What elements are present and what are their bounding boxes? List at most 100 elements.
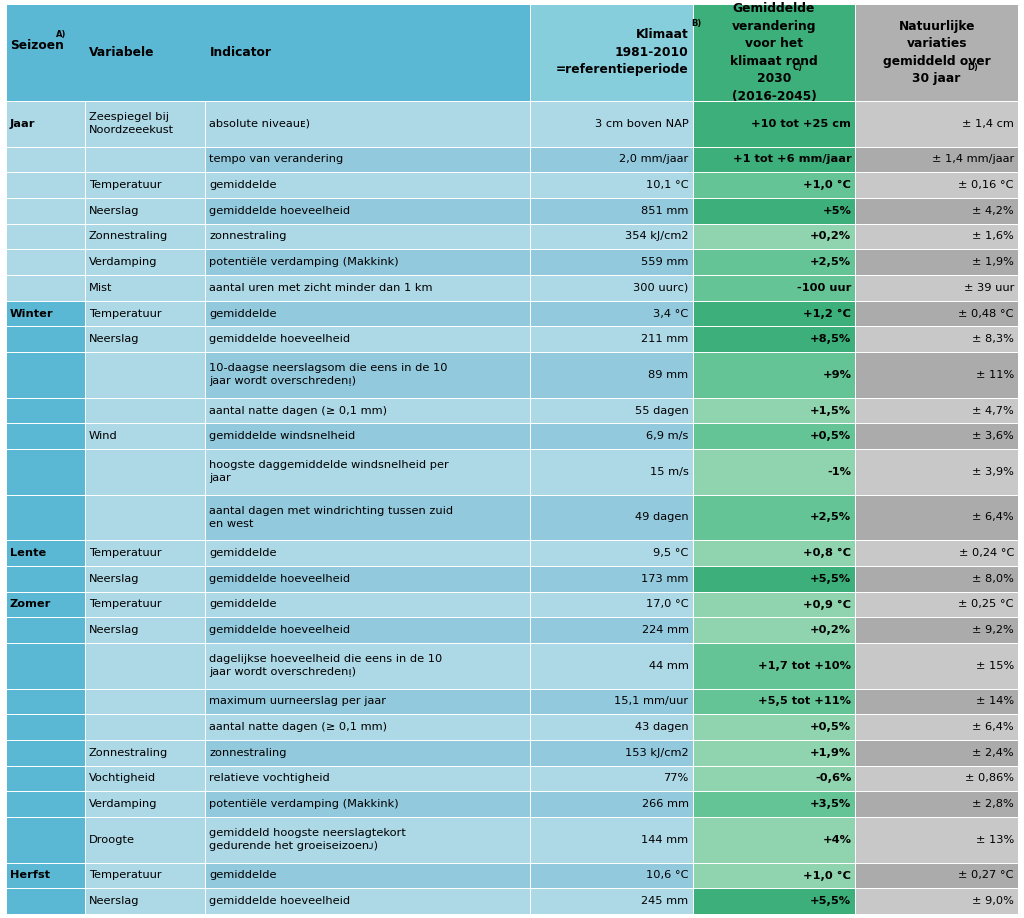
Bar bbox=[855, 198, 1018, 224]
Text: 44 mm: 44 mm bbox=[648, 661, 688, 671]
Text: jaar: jaar bbox=[209, 474, 231, 484]
Bar bbox=[692, 173, 855, 198]
Text: 10,1 °C: 10,1 °C bbox=[646, 180, 688, 190]
Bar bbox=[692, 566, 855, 591]
Bar bbox=[85, 147, 206, 173]
Bar bbox=[529, 449, 692, 495]
Bar bbox=[85, 688, 206, 714]
Bar bbox=[692, 397, 855, 423]
Text: zonnestraling: zonnestraling bbox=[209, 748, 287, 758]
Text: gemiddelde hoeveelheid: gemiddelde hoeveelheid bbox=[209, 896, 350, 906]
Bar bbox=[529, 566, 692, 591]
Bar bbox=[85, 714, 206, 740]
Bar bbox=[6, 101, 85, 147]
Bar bbox=[855, 449, 1018, 495]
Bar bbox=[855, 643, 1018, 688]
Bar bbox=[6, 766, 85, 791]
Text: +1,0 °C: +1,0 °C bbox=[804, 180, 851, 190]
Bar bbox=[855, 495, 1018, 541]
Bar bbox=[85, 224, 206, 250]
Bar bbox=[6, 889, 85, 914]
Bar bbox=[6, 714, 85, 740]
Text: 10-daagse neerslagsom die eens in de 10: 10-daagse neerslagsom die eens in de 10 bbox=[209, 364, 447, 374]
Bar bbox=[85, 740, 206, 766]
Bar bbox=[85, 591, 206, 617]
Bar bbox=[206, 889, 529, 914]
Text: Temperatuur: Temperatuur bbox=[89, 180, 162, 190]
Bar bbox=[855, 147, 1018, 173]
Text: verandering: verandering bbox=[731, 20, 816, 33]
Text: potentiële verdamping (Makkink): potentiële verdamping (Makkink) bbox=[209, 257, 399, 267]
Bar bbox=[529, 147, 692, 173]
Text: +9%: +9% bbox=[822, 370, 851, 380]
Text: 3 cm boven NAP: 3 cm boven NAP bbox=[595, 118, 688, 129]
Bar bbox=[692, 4, 855, 101]
Text: gemiddelde: gemiddelde bbox=[209, 180, 276, 190]
Text: ± 4,2%: ± 4,2% bbox=[973, 206, 1014, 216]
Text: 224 mm: 224 mm bbox=[641, 625, 688, 635]
Bar bbox=[692, 423, 855, 449]
Text: Verdamping: Verdamping bbox=[89, 800, 157, 809]
Bar bbox=[529, 791, 692, 817]
Bar bbox=[85, 250, 206, 275]
Text: +5,5%: +5,5% bbox=[810, 896, 851, 906]
Text: +1 tot +6 mm/jaar: +1 tot +6 mm/jaar bbox=[732, 154, 851, 164]
Bar bbox=[855, 224, 1018, 250]
Text: aantal natte dagen (≥ 0,1 mm): aantal natte dagen (≥ 0,1 mm) bbox=[209, 722, 387, 733]
Bar bbox=[6, 791, 85, 817]
Bar bbox=[206, 327, 529, 352]
Text: potentiële verdamping (Makkink): potentiële verdamping (Makkink) bbox=[209, 800, 399, 809]
Bar bbox=[206, 250, 529, 275]
Bar bbox=[855, 423, 1018, 449]
Bar bbox=[85, 791, 206, 817]
Bar bbox=[6, 250, 85, 275]
Bar bbox=[529, 688, 692, 714]
Text: 9,5 °C: 9,5 °C bbox=[653, 548, 688, 558]
Text: gemiddeld over: gemiddeld over bbox=[883, 55, 990, 68]
Text: Temperatuur: Temperatuur bbox=[89, 548, 162, 558]
Bar bbox=[855, 352, 1018, 397]
Text: 55 dagen: 55 dagen bbox=[635, 406, 688, 416]
Text: Droogte: Droogte bbox=[89, 834, 135, 845]
Bar bbox=[206, 688, 529, 714]
Bar bbox=[855, 397, 1018, 423]
Bar bbox=[6, 4, 529, 101]
Bar bbox=[206, 643, 529, 688]
Text: jaar wordt overschredenᴉ): jaar wordt overschredenᴉ) bbox=[209, 667, 356, 677]
Text: 6,9 m/s: 6,9 m/s bbox=[646, 431, 688, 442]
Text: Neerslag: Neerslag bbox=[89, 334, 139, 344]
Bar bbox=[855, 688, 1018, 714]
Bar bbox=[85, 541, 206, 566]
Text: +1,5%: +1,5% bbox=[810, 406, 851, 416]
Text: voor het: voor het bbox=[744, 38, 803, 50]
Bar bbox=[6, 275, 85, 301]
Text: ± 39 uur: ± 39 uur bbox=[964, 283, 1014, 293]
Text: ± 2,4%: ± 2,4% bbox=[973, 748, 1014, 758]
Bar bbox=[692, 740, 855, 766]
Text: 153 kJ/cm2: 153 kJ/cm2 bbox=[625, 748, 688, 758]
Text: ± 14%: ± 14% bbox=[976, 697, 1014, 707]
Text: +10 tot +25 cm: +10 tot +25 cm bbox=[752, 118, 851, 129]
Text: klimaat rond: klimaat rond bbox=[730, 55, 818, 68]
Bar bbox=[855, 889, 1018, 914]
Text: Neerslag: Neerslag bbox=[89, 574, 139, 584]
Text: +5,5%: +5,5% bbox=[810, 574, 851, 584]
Bar bbox=[529, 327, 692, 352]
Bar bbox=[85, 766, 206, 791]
Bar bbox=[692, 495, 855, 541]
Text: zonnestraling: zonnestraling bbox=[209, 231, 287, 241]
Bar bbox=[529, 101, 692, 147]
Bar bbox=[529, 817, 692, 863]
Bar bbox=[692, 889, 855, 914]
Text: ± 1,4 mm/jaar: ± 1,4 mm/jaar bbox=[932, 154, 1014, 164]
Text: +1,0 °C: +1,0 °C bbox=[804, 870, 851, 880]
Text: Mist: Mist bbox=[89, 283, 113, 293]
Bar bbox=[855, 4, 1018, 101]
Bar bbox=[85, 423, 206, 449]
Bar bbox=[855, 740, 1018, 766]
Bar bbox=[529, 275, 692, 301]
Text: gemiddeld hoogste neerslagtekort: gemiddeld hoogste neerslagtekort bbox=[209, 828, 407, 838]
Text: gemiddelde hoeveelheid: gemiddelde hoeveelheid bbox=[209, 334, 350, 344]
Bar bbox=[206, 740, 529, 766]
Text: en west: en west bbox=[209, 519, 254, 529]
